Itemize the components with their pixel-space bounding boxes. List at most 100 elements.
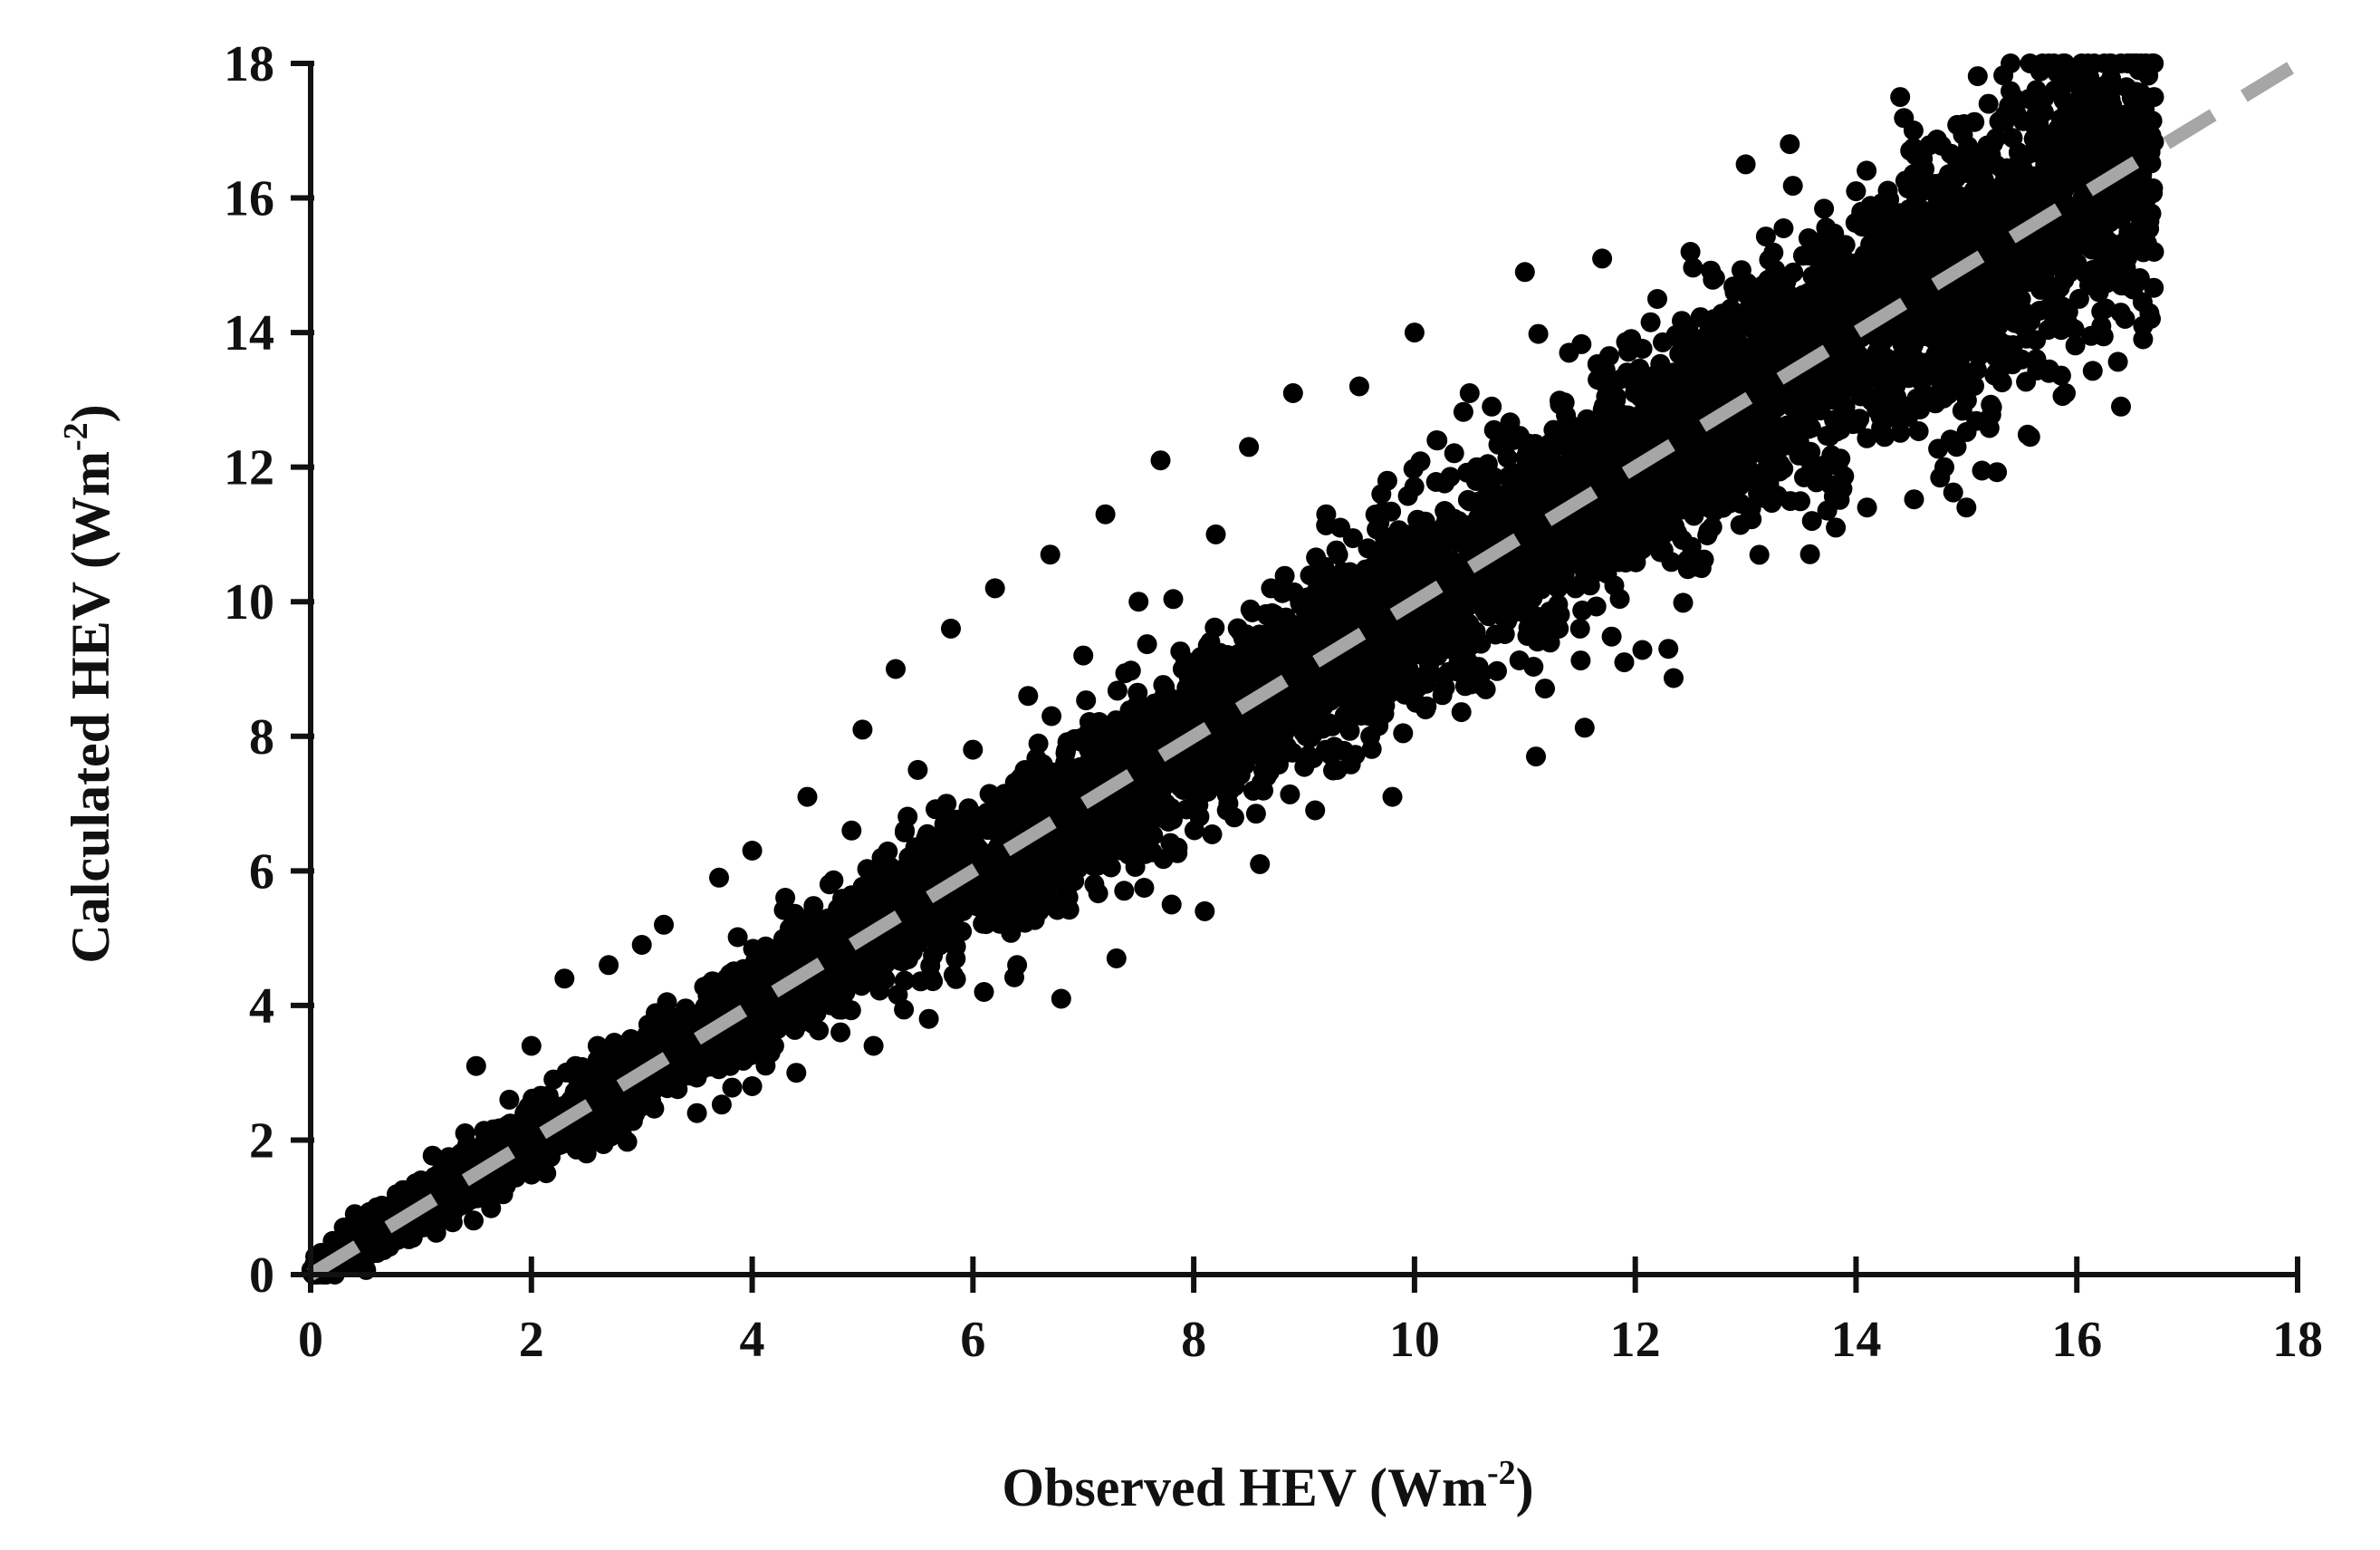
data-point [2144, 277, 2164, 298]
data-point [722, 1077, 743, 1098]
data-point [1972, 460, 1992, 481]
data-point [1782, 176, 1803, 197]
data-point [2101, 81, 2122, 101]
data-point [1107, 680, 1128, 701]
data-point [1041, 706, 1062, 727]
data-point [1204, 617, 1225, 638]
data-point [907, 841, 928, 862]
data-point [481, 1198, 502, 1218]
data-point [1763, 242, 1784, 263]
data-point [1790, 491, 1810, 512]
data-point [1924, 174, 1945, 194]
data-point [1835, 397, 1856, 418]
data-point [1245, 804, 1266, 824]
data-point [1393, 723, 1414, 744]
data-point [1403, 458, 1424, 479]
data-point [2125, 274, 2145, 294]
data-point [1453, 401, 1473, 422]
data-point [1999, 188, 2019, 209]
data-point [1987, 462, 2008, 483]
data-point [1800, 441, 1821, 462]
data-point [1451, 702, 1472, 723]
data-point [1730, 476, 1751, 496]
data-point [1076, 690, 1097, 711]
data-point [2019, 89, 2039, 110]
data-point [2107, 351, 2128, 372]
data-point [1125, 857, 1146, 877]
data-point [2081, 325, 2101, 346]
data-point [1830, 448, 1851, 469]
data-point [1755, 226, 1776, 247]
data-point [727, 927, 748, 948]
data-point [1841, 349, 1862, 370]
data-point [1404, 477, 1425, 497]
data-point [1151, 785, 1172, 806]
data-point [1664, 668, 1684, 688]
data-point [1134, 878, 1155, 898]
data-point [2043, 314, 2064, 335]
data-point [1598, 346, 1619, 367]
data-point [1328, 544, 1348, 565]
data-point [531, 1085, 552, 1106]
data-point [1672, 311, 1692, 332]
data-point [1774, 291, 1795, 312]
data-point [1981, 394, 2001, 415]
data-point [2016, 371, 2037, 392]
data-point [1135, 775, 1156, 795]
data-point [1057, 732, 1078, 753]
data-point [1857, 428, 1877, 448]
data-point [1601, 626, 1622, 647]
data-point [2068, 288, 2089, 309]
data-point [1819, 426, 1840, 447]
data-point [1137, 634, 1157, 655]
data-points [301, 53, 2164, 1285]
data-point [1588, 370, 1608, 390]
data-point [2067, 70, 2087, 91]
data-point [1940, 429, 1961, 450]
data-point [711, 1094, 732, 1115]
data-point [1339, 720, 1360, 741]
data-point [2064, 319, 2085, 340]
data-point [1632, 640, 1653, 660]
data-point [1967, 66, 1988, 87]
data-point [1202, 824, 1223, 844]
data-point [2001, 81, 2020, 101]
data-point [1857, 160, 1877, 181]
data-point [1163, 589, 1184, 610]
data-point [2065, 335, 2086, 356]
data-point [2012, 111, 2033, 131]
data-point [1904, 489, 1924, 510]
data-point [979, 784, 1000, 804]
data-point [1944, 163, 1964, 184]
data-point [2123, 225, 2144, 245]
data-point [1330, 517, 1350, 538]
data-point [1170, 641, 1191, 662]
data-point [1432, 685, 1453, 706]
data-point [1814, 198, 1835, 219]
data-point [1894, 108, 1915, 129]
data-point [920, 956, 941, 977]
data-point [617, 1131, 638, 1152]
data-point [926, 799, 945, 820]
data-point [1184, 820, 1204, 841]
data-point [1596, 555, 1617, 576]
data-point [1240, 599, 1261, 620]
data-point [869, 980, 890, 1001]
data-point [1118, 838, 1138, 859]
data-point [2096, 298, 2116, 319]
data-point [1943, 482, 1963, 503]
data-point [2139, 211, 2160, 232]
data-point [1640, 312, 1661, 332]
data-point [1908, 421, 1929, 441]
data-point [1487, 660, 1507, 681]
data-point [1683, 257, 1703, 278]
data-point [1528, 323, 1549, 344]
data-point [1459, 491, 1480, 512]
data-point [1773, 218, 1794, 238]
data-point [943, 965, 964, 986]
data-point [1444, 443, 1464, 464]
data-point [1574, 717, 1595, 738]
data-point [1749, 544, 1770, 565]
